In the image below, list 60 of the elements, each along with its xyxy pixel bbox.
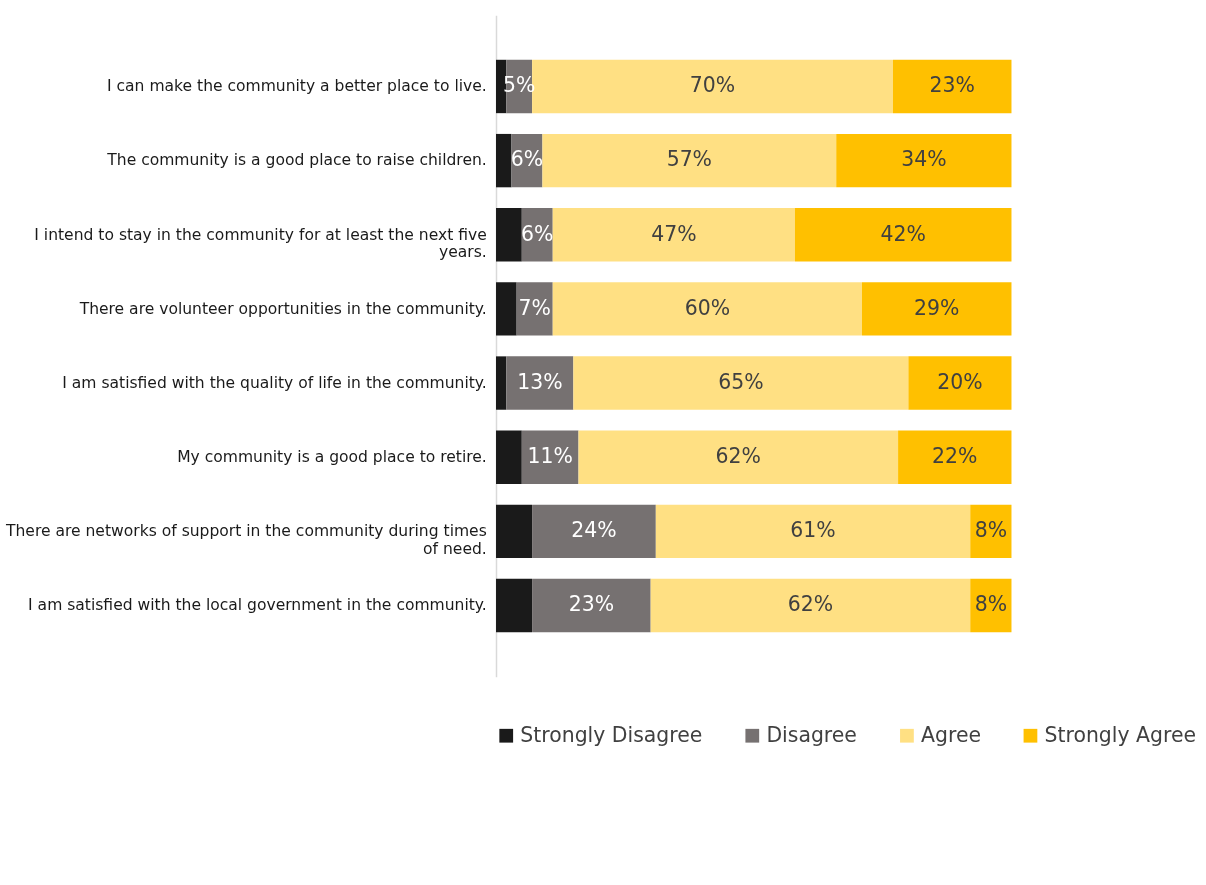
y-tick-label: The community is a good place to raise children. <box>106 151 487 170</box>
y-tick-label: There are volunteer opportunities in the community. <box>78 299 487 318</box>
bar <box>578 430 899 484</box>
data-label: 20% <box>937 369 983 394</box>
data-label: 6% <box>510 147 544 172</box>
data-label: 7% <box>518 295 551 320</box>
data-label: 42% <box>880 221 926 246</box>
bar <box>496 430 522 484</box>
legend-label: Agree <box>921 722 981 747</box>
bar <box>496 578 533 633</box>
bar <box>496 356 507 410</box>
data-label: 29% <box>914 295 960 320</box>
data-label: 60% <box>684 295 731 320</box>
bar <box>532 578 651 633</box>
bar <box>496 133 512 188</box>
bar <box>542 133 837 188</box>
data-label: 11% <box>527 444 573 469</box>
bar <box>532 504 656 559</box>
bar <box>908 356 1012 410</box>
data-label: 34% <box>901 147 947 172</box>
legend-label: Strongly Disagree <box>520 722 703 747</box>
data-label: 62% <box>715 444 761 469</box>
bar <box>836 133 1012 188</box>
y-tick-label: I am satisfied with the local government in the community. <box>28 596 487 615</box>
data-label: 23% <box>568 592 615 617</box>
bar <box>794 208 1012 262</box>
bar <box>496 504 533 559</box>
data-label: 8% <box>974 518 1008 543</box>
data-label: 8% <box>974 592 1008 617</box>
bar <box>862 282 1012 336</box>
data-label: 61% <box>790 518 836 543</box>
bar <box>496 208 522 262</box>
bar <box>506 356 574 410</box>
bar <box>516 282 553 336</box>
bar <box>521 430 579 484</box>
bar <box>496 282 517 336</box>
y-tick-label: I can make the community a better place to live. <box>107 77 487 96</box>
data-label: 57% <box>666 147 712 172</box>
data-label: 47% <box>651 221 697 246</box>
data-label: 70% <box>689 73 736 98</box>
data-label: 6% <box>521 221 554 246</box>
data-label: 24% <box>571 518 617 543</box>
data-label: 62% <box>787 592 834 617</box>
legend-label: Strongly Agree <box>1044 722 1197 747</box>
legend-label: Disagree <box>766 722 857 747</box>
data-label: 13% <box>517 369 563 394</box>
bar <box>650 578 971 633</box>
bar <box>573 356 909 410</box>
y-tick-label: My community is a good place to retire. <box>177 448 487 467</box>
bar <box>892 59 1012 114</box>
data-label: 23% <box>929 73 975 98</box>
bar <box>898 430 1012 484</box>
y-tick-label: I am satisfied with the quality of life in the community. <box>62 373 487 392</box>
bar <box>552 208 795 262</box>
bar <box>552 282 862 336</box>
y-tick-label: There are networks of support in the community during times of need. <box>4 522 487 558</box>
data-label: 65% <box>718 369 764 394</box>
bar <box>655 504 971 559</box>
data-label: 22% <box>932 444 978 469</box>
y-tick-label: I intend to stay in the community for at least the next five years. <box>34 225 487 262</box>
